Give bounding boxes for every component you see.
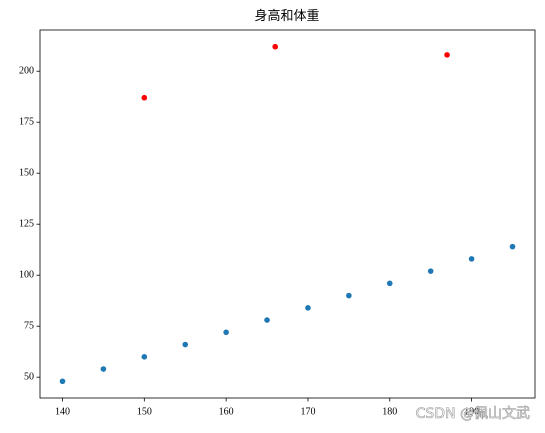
point (272, 43, 279, 50)
y-tick-label: 175 (19, 117, 34, 128)
point (141, 94, 148, 101)
point (264, 317, 270, 323)
x-tick-label: 190 (464, 406, 479, 417)
x-tick-label: 150 (137, 406, 152, 417)
point (59, 378, 66, 385)
point (444, 52, 450, 58)
y-tick-label: 125 (19, 218, 34, 229)
y-tick-label: 100 (19, 269, 34, 280)
point (346, 292, 352, 299)
x-tick-label: 180 (382, 406, 397, 417)
point (100, 366, 107, 372)
point (509, 243, 516, 250)
x-tick-label: 170 (300, 406, 315, 417)
chart-title: 身高和体重 (254, 8, 319, 23)
point (182, 341, 189, 348)
y-tick-label: 200 (19, 66, 34, 77)
point (141, 353, 148, 360)
y-tick-label: 150 (19, 167, 34, 178)
x-tick-label: 160 (219, 406, 234, 417)
point (305, 305, 311, 311)
watermark: CSDN @佩山文武 (416, 406, 530, 422)
point (468, 256, 475, 262)
point (386, 280, 393, 287)
x-tick-label: 140 (55, 406, 70, 417)
point (427, 268, 434, 274)
point (223, 329, 229, 336)
plot-frame (39, 29, 536, 399)
y-tick-label: 50 (24, 371, 34, 382)
y-tick-label: 75 (24, 320, 34, 331)
